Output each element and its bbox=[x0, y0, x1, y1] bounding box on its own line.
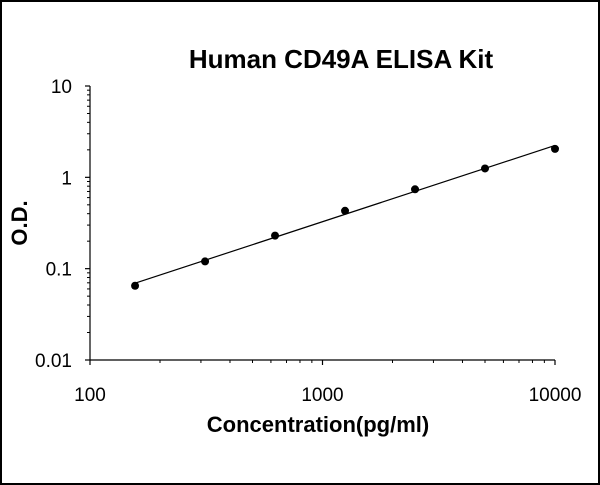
y-tick-label: 10 bbox=[51, 77, 72, 98]
tick-marks bbox=[85, 85, 556, 365]
chart-title: Human CD49A ELISA Kit bbox=[189, 44, 494, 74]
data-point bbox=[131, 281, 140, 290]
x-tick-label: 1000 bbox=[301, 385, 343, 406]
data-points bbox=[131, 144, 559, 290]
y-tick-label: 0.01 bbox=[35, 351, 72, 372]
y-tick-label: 0.1 bbox=[46, 260, 72, 281]
data-point bbox=[481, 164, 490, 173]
data-point bbox=[411, 185, 420, 194]
y-tick-label: 1 bbox=[61, 168, 72, 189]
x-tick-label: 100 bbox=[74, 385, 106, 406]
data-point bbox=[271, 231, 280, 240]
data-point bbox=[551, 144, 559, 153]
axes bbox=[89, 86, 555, 361]
y-axis-label: O.D. bbox=[7, 200, 32, 245]
x-tick-label: 10000 bbox=[529, 385, 582, 406]
data-point bbox=[201, 257, 210, 266]
x-axis-label: Concentration(pg/ml) bbox=[207, 412, 429, 437]
data-point bbox=[341, 206, 350, 215]
